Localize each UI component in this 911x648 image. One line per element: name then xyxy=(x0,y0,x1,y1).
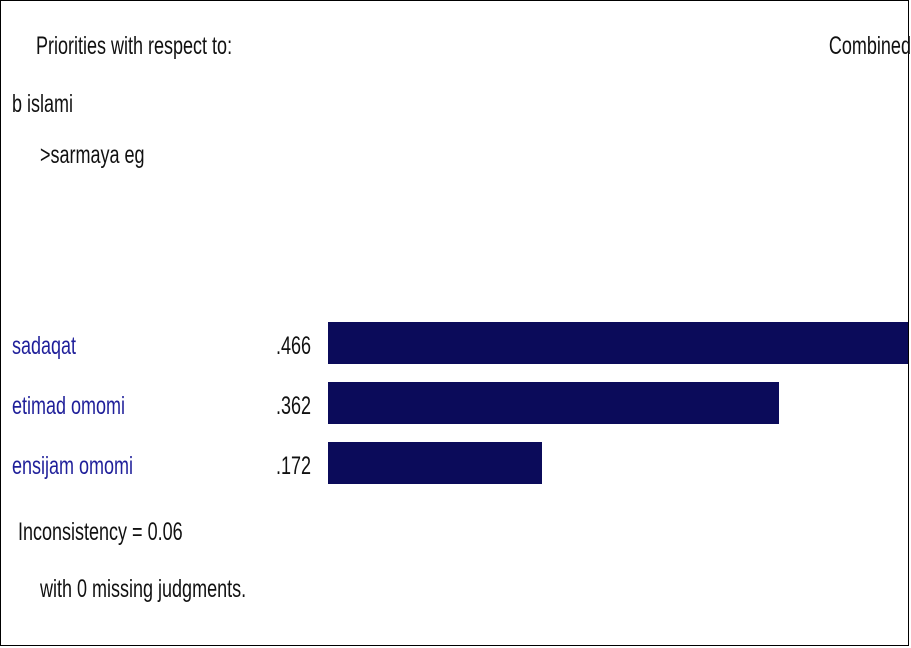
bar-ensijam-omomi xyxy=(328,442,542,484)
value-label-sadaqat: .466 xyxy=(276,332,312,360)
missing-judgments-text: with 0 missing judgments. xyxy=(40,575,247,603)
bar-etimad-omomi xyxy=(328,382,779,424)
combined-label: Combined xyxy=(828,32,911,60)
category-label-ensijam-omomi: ensijam omomi xyxy=(12,452,134,480)
value-label-etimad-omomi: .362 xyxy=(276,392,312,420)
priorities-title: Priorities with respect to: xyxy=(36,32,233,60)
bar-sadaqat xyxy=(328,322,908,364)
value-label-ensijam-omomi: .172 xyxy=(276,452,312,480)
category-label-etimad-omomi: etimad omomi xyxy=(12,392,126,420)
criterion-node: >sarmaya eg xyxy=(40,141,145,169)
category-label-sadaqat: sadaqat xyxy=(12,332,77,360)
goal-node: b islami xyxy=(12,90,74,118)
inconsistency-text: Inconsistency = 0.06 xyxy=(18,518,183,546)
